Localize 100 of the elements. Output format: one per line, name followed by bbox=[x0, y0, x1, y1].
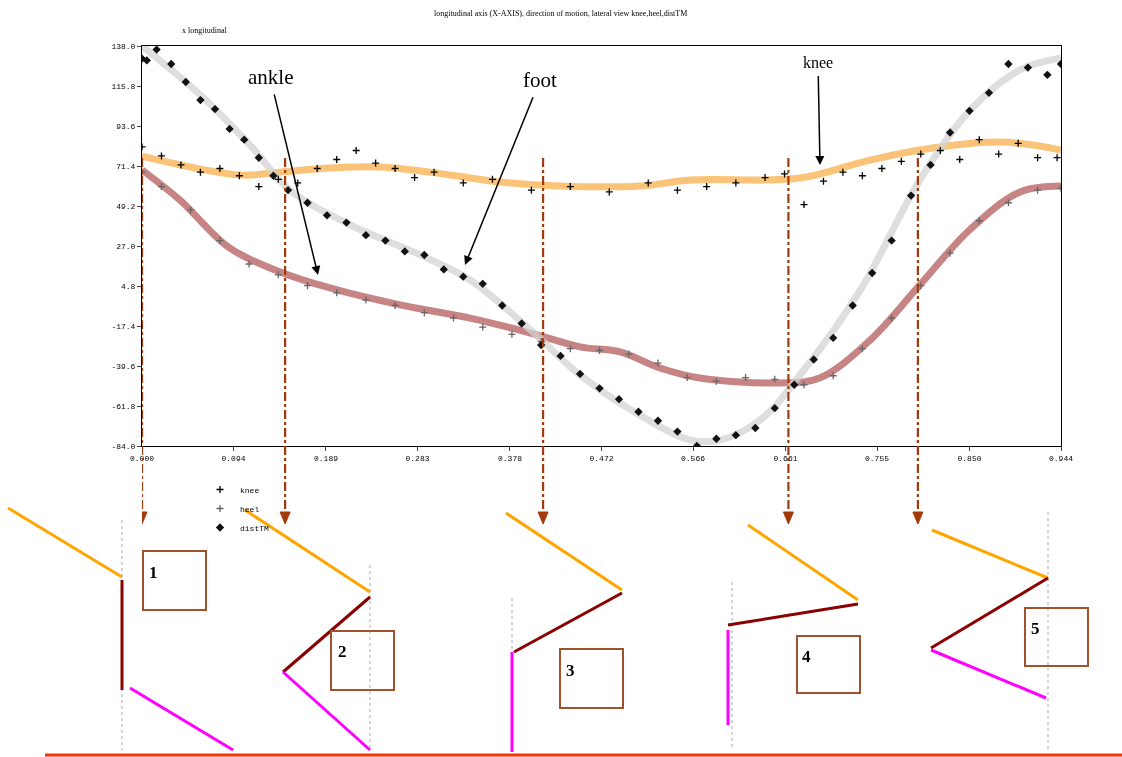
point bbox=[653, 358, 663, 368]
point bbox=[605, 187, 614, 197]
y-tick-label: 93.6 bbox=[116, 121, 136, 131]
x-tick-label: 0.283 bbox=[405, 453, 430, 463]
text: 3 bbox=[566, 661, 575, 680]
point bbox=[780, 169, 789, 179]
point bbox=[167, 60, 176, 68]
point bbox=[400, 247, 409, 256]
point bbox=[361, 295, 371, 305]
point bbox=[342, 218, 351, 227]
point bbox=[390, 301, 400, 310]
point bbox=[916, 149, 925, 159]
annotation: knee bbox=[803, 54, 834, 71]
point bbox=[332, 288, 341, 297]
point bbox=[644, 178, 653, 188]
point bbox=[576, 370, 584, 378]
point bbox=[211, 105, 219, 113]
x-tick-label: 0.944 bbox=[1048, 453, 1074, 463]
point bbox=[712, 376, 721, 386]
point bbox=[1043, 70, 1052, 79]
point bbox=[965, 106, 974, 115]
point bbox=[673, 427, 682, 436]
y-tick-label: 4.8 bbox=[120, 281, 136, 291]
point bbox=[225, 124, 234, 133]
legend-label: heel bbox=[240, 504, 260, 514]
x-tick-label: 0.850 bbox=[957, 453, 982, 463]
point bbox=[420, 251, 429, 259]
text: 1 bbox=[149, 563, 158, 582]
point bbox=[381, 236, 390, 245]
point bbox=[527, 185, 536, 195]
point bbox=[254, 153, 263, 162]
point bbox=[439, 265, 448, 274]
point bbox=[829, 333, 838, 342]
point bbox=[760, 173, 770, 182]
point bbox=[181, 78, 190, 86]
legend-label: distTM bbox=[240, 523, 269, 533]
point bbox=[556, 352, 565, 360]
point bbox=[517, 319, 526, 328]
x-tick-label: 0.094 bbox=[221, 453, 246, 463]
point bbox=[595, 384, 604, 393]
point bbox=[1024, 63, 1032, 72]
annotation: ankle bbox=[248, 65, 294, 89]
point bbox=[303, 198, 312, 207]
x-tick-label: 0.378 bbox=[497, 453, 523, 463]
point bbox=[799, 200, 809, 209]
x-tick-label: 0.000 bbox=[129, 453, 155, 463]
point bbox=[142, 56, 151, 65]
point bbox=[244, 259, 254, 269]
y-tick-label: 138.0 bbox=[111, 41, 136, 51]
point bbox=[877, 164, 887, 173]
point bbox=[868, 269, 877, 277]
point bbox=[240, 135, 249, 144]
point bbox=[215, 236, 225, 245]
point bbox=[362, 231, 370, 240]
point bbox=[478, 279, 487, 288]
point bbox=[186, 205, 195, 215]
text: 5 bbox=[1031, 619, 1040, 638]
point bbox=[926, 161, 935, 169]
y-tick-label: -61.8 bbox=[111, 401, 136, 411]
point bbox=[371, 158, 380, 168]
x-tick-label: 0.566 bbox=[681, 453, 706, 463]
point bbox=[809, 355, 818, 364]
point bbox=[615, 395, 623, 404]
point bbox=[196, 167, 205, 177]
point bbox=[945, 249, 955, 258]
y-tick-label: -39.6 bbox=[111, 361, 136, 371]
point bbox=[157, 151, 166, 161]
x-tick-label: 0.189 bbox=[313, 453, 339, 463]
point bbox=[449, 313, 458, 323]
point bbox=[176, 160, 186, 170]
point bbox=[459, 178, 468, 188]
point bbox=[751, 424, 760, 432]
point bbox=[887, 313, 896, 323]
point bbox=[429, 167, 439, 177]
x-tick-label: 0.661 bbox=[773, 453, 798, 463]
y-tick-label: 27.0 bbox=[116, 241, 136, 251]
x-tick-label: 0.755 bbox=[865, 453, 890, 463]
point bbox=[215, 164, 225, 173]
y-axis-title: x longitudinal bbox=[182, 26, 228, 35]
point bbox=[946, 128, 954, 137]
point bbox=[390, 164, 400, 173]
y-tick-label: 71.4 bbox=[116, 161, 136, 171]
point bbox=[1052, 153, 1061, 162]
y-tick-label: -84.0 bbox=[111, 441, 136, 451]
point bbox=[790, 380, 799, 389]
point bbox=[498, 301, 507, 310]
point bbox=[907, 191, 915, 200]
point bbox=[507, 330, 517, 339]
y-tick-label: 115.8 bbox=[111, 81, 136, 91]
point bbox=[323, 211, 331, 220]
point bbox=[1004, 60, 1013, 68]
point bbox=[994, 149, 1003, 159]
point bbox=[887, 236, 896, 245]
point bbox=[654, 416, 662, 425]
point bbox=[848, 301, 857, 310]
point bbox=[799, 380, 809, 389]
point bbox=[624, 349, 633, 359]
point bbox=[731, 178, 740, 188]
annotation: foot bbox=[523, 68, 557, 92]
legend-label: knee bbox=[240, 485, 260, 495]
